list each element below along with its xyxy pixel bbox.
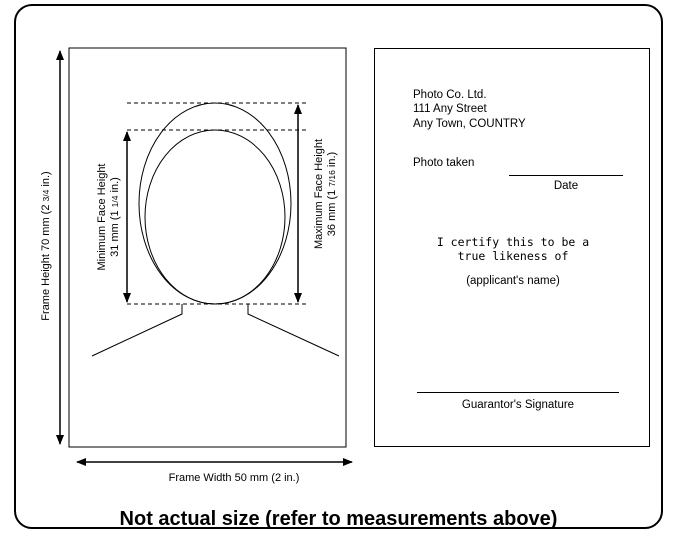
date-line	[509, 175, 623, 176]
photo-back-panel: Photo Co. Ltd. 111 Any Street Any Town, …	[374, 48, 650, 447]
photo-frame	[68, 47, 347, 448]
certify-line-1: I certify this to be a	[436, 235, 590, 249]
max-face-label: Maximum Face Height	[313, 139, 325, 249]
min-face-measure: 31 mm (1 1/4 in.)	[109, 177, 121, 257]
outer-frame	[14, 4, 663, 529]
frame-height-label: Frame Height 70 mm (2 3/4 in.)	[40, 171, 52, 320]
caption: Not actual size (refer to measurements a…	[119, 508, 558, 530]
min-face-label: Minimum Face Height	[96, 164, 108, 271]
signature-line	[417, 392, 619, 393]
photo-taken-label: Photo taken	[413, 157, 475, 169]
company-street: 111 Any Street	[413, 103, 487, 115]
frame-width-label: Frame Width 50 mm (2 in.)	[169, 472, 300, 484]
guarantor-signature-label: Guarantor's Signature	[461, 399, 575, 411]
company-name: Photo Co. Ltd.	[413, 89, 487, 101]
date-label: Date	[553, 180, 579, 192]
applicant-name: (applicant's name)	[466, 275, 560, 287]
max-face-measure: 36 mm (1 7/16 in.)	[326, 152, 338, 236]
company-city: Any Town, COUNTRY	[413, 118, 526, 130]
right-shoulder	[247, 304, 340, 357]
min-face-oval	[144, 129, 286, 305]
certify-line-2: true likeness of	[457, 249, 569, 263]
left-shoulder	[91, 304, 183, 357]
